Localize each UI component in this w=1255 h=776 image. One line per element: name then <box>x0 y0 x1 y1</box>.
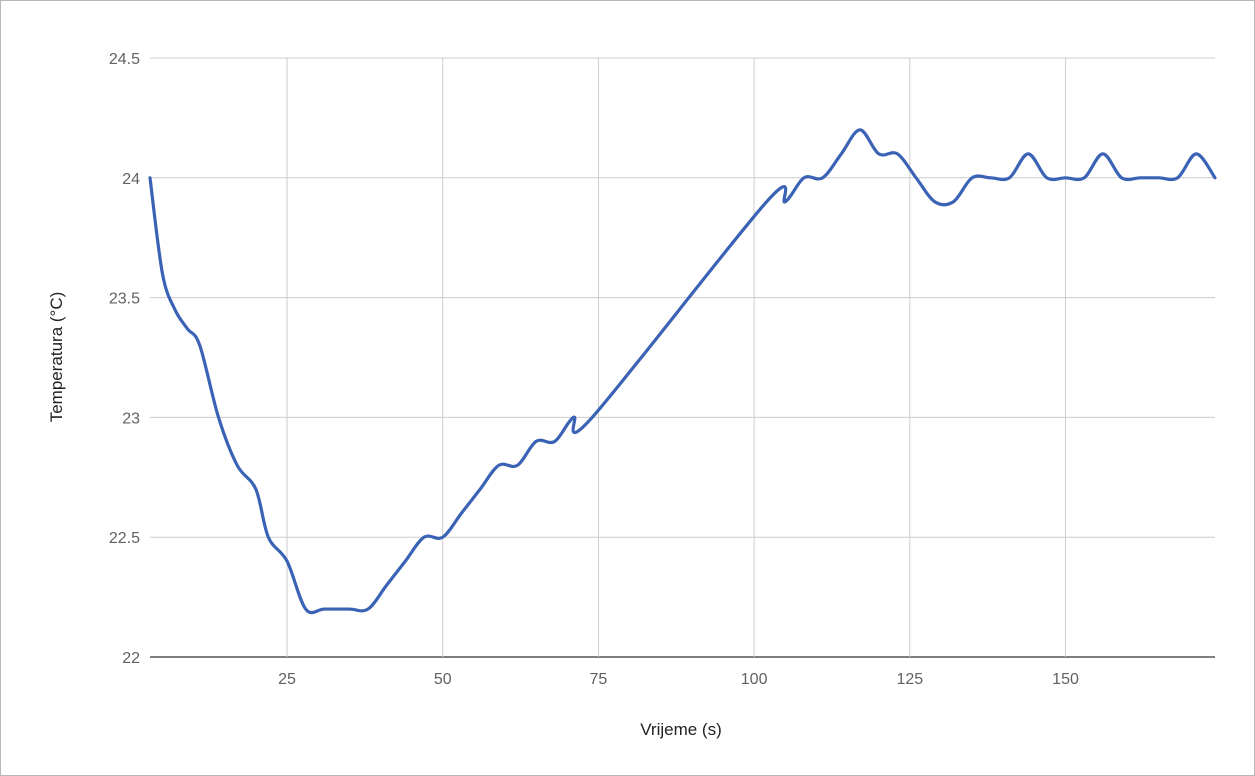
x-tick-label: 100 <box>741 671 768 688</box>
y-tick-label: 24.5 <box>109 51 140 68</box>
y-tick-label: 22 <box>122 650 140 667</box>
grid <box>150 57 1215 658</box>
y-tick-label: 24 <box>122 171 140 188</box>
y-axis-title: Temperatura (°C) <box>47 292 66 423</box>
y-axis-tick-labels: 22 22.5 23 23.5 24 24.5 <box>109 51 140 667</box>
x-tick-label: 150 <box>1052 671 1079 688</box>
x-tick-label: 75 <box>590 671 608 688</box>
series-layer <box>148 128 1217 615</box>
y-tick-label: 22.5 <box>109 530 140 547</box>
x-axis-title: Vrijeme (s) <box>640 720 722 739</box>
x-tick-label: 50 <box>434 671 452 688</box>
x-tick-label: 125 <box>896 671 923 688</box>
y-tick-label: 23 <box>122 410 140 427</box>
series-line <box>148 128 1217 615</box>
y-tick-label: 23.5 <box>109 291 140 308</box>
x-axis-tick-labels: 25 50 75 100 125 150 <box>278 671 1079 688</box>
x-tick-label: 25 <box>278 671 296 688</box>
